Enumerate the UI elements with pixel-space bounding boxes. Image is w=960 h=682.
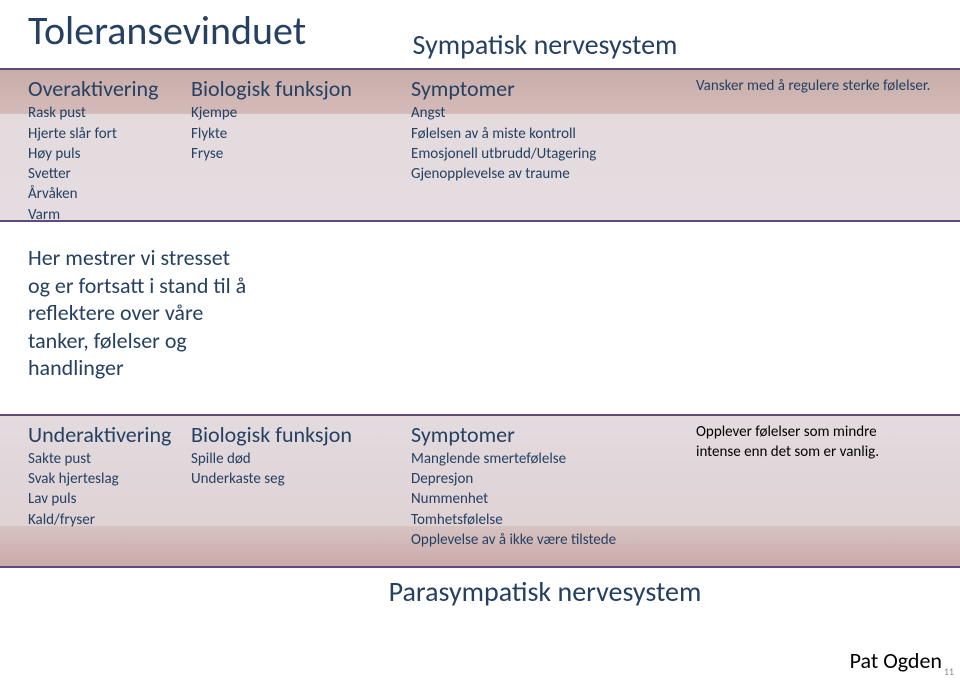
over-col2-head: Biologisk funksjon bbox=[191, 76, 399, 101]
under-col3-line: Nummenhet bbox=[411, 489, 684, 509]
under-col2-line: Spille død bbox=[191, 449, 399, 469]
over-note: Vansker med å regulere sterke følelser. bbox=[696, 76, 942, 96]
under-col-symptoms: Symptomer Manglende smertefølelse Depres… bbox=[405, 416, 690, 566]
under-col3-line: Opplevelse av å ikke være tilstede bbox=[411, 530, 684, 550]
over-col1-line: Hjerte slår fort bbox=[28, 124, 179, 144]
under-col1-line: Sakte pust bbox=[28, 449, 179, 469]
over-col3-line: Følelsen av å miste kontroll bbox=[411, 124, 684, 144]
middle-line: Her mestrer vi stresset bbox=[28, 244, 340, 272]
over-col-symptoms: Symptomer Angst Følelsen av å miste kont… bbox=[405, 70, 690, 220]
over-col3-line: Gjenopplevelse av traume bbox=[411, 164, 684, 184]
author-credit: Pat Ogden bbox=[850, 647, 942, 674]
middle-line: tanker, følelser og bbox=[28, 327, 340, 355]
under-col3-line: Manglende smertefølelse bbox=[411, 449, 684, 469]
over-col3-line: Angst bbox=[411, 103, 684, 123]
over-col1-line: Varm bbox=[28, 205, 179, 225]
under-col1-line: Lav puls bbox=[28, 489, 179, 509]
over-col2-line: Flykte bbox=[191, 124, 399, 144]
under-col1-line: Svak hjerteslag bbox=[28, 469, 179, 489]
under-col-bio: Biologisk funksjon Spille død Underkaste… bbox=[185, 416, 405, 566]
middle-line: og er fortsatt i stand til å bbox=[28, 272, 340, 300]
page-number: 11 bbox=[944, 665, 954, 678]
under-col2-head: Biologisk funksjon bbox=[191, 422, 399, 447]
under-col-symptoms-phys: Underaktivering Sakte pust Svak hjertesl… bbox=[0, 416, 185, 566]
over-col1-line: Svetter bbox=[28, 164, 179, 184]
middle-line: handlinger bbox=[28, 354, 340, 382]
overactivation-band: Overaktivering Rask pust Hjerte slår for… bbox=[0, 68, 960, 222]
over-col3-head: Symptomer bbox=[411, 76, 684, 101]
under-col3-head: Symptomer bbox=[411, 422, 684, 447]
under-col2-line: Underkaste seg bbox=[191, 469, 399, 489]
over-col-note: Vansker med å regulere sterke følelser. bbox=[690, 70, 960, 220]
underactivation-band: Underaktivering Sakte pust Svak hjertesl… bbox=[0, 414, 960, 568]
middle-line: reflektere over våre bbox=[28, 299, 340, 327]
over-col-bio: Biologisk funksjon Kjempe Flykte Fryse bbox=[185, 70, 405, 220]
over-col1-line: Årvåken bbox=[28, 184, 179, 204]
over-col1-line: Rask pust bbox=[28, 103, 179, 123]
over-col1-line: Høy puls bbox=[28, 144, 179, 164]
under-col3-line: Tomhetsfølelse bbox=[411, 510, 684, 530]
parasympathetic-heading: Parasympatisk nervesystem bbox=[130, 574, 960, 609]
under-col3-line: Depresjon bbox=[411, 469, 684, 489]
over-col-symptoms-phys: Overaktivering Rask pust Hjerte slår for… bbox=[0, 70, 185, 220]
over-col1-head: Overaktivering bbox=[28, 76, 179, 101]
under-col1-line: Kald/fryser bbox=[28, 510, 179, 530]
under-col1-head: Underaktivering bbox=[28, 422, 179, 447]
under-note-l1: Opplever følelser som mindre bbox=[696, 422, 942, 442]
over-col2-line: Fryse bbox=[191, 144, 399, 164]
over-col3-line: Emosjonell utbrudd/Utagering bbox=[411, 144, 684, 164]
under-note-l2: intense enn det som er vanlig. bbox=[696, 442, 942, 462]
over-col2-line: Kjempe bbox=[191, 103, 399, 123]
under-col-note: Opplever følelser som mindre intense enn… bbox=[690, 416, 960, 566]
tolerance-window-text: Her mestrer vi stresset og er fortsatt i… bbox=[0, 222, 340, 404]
